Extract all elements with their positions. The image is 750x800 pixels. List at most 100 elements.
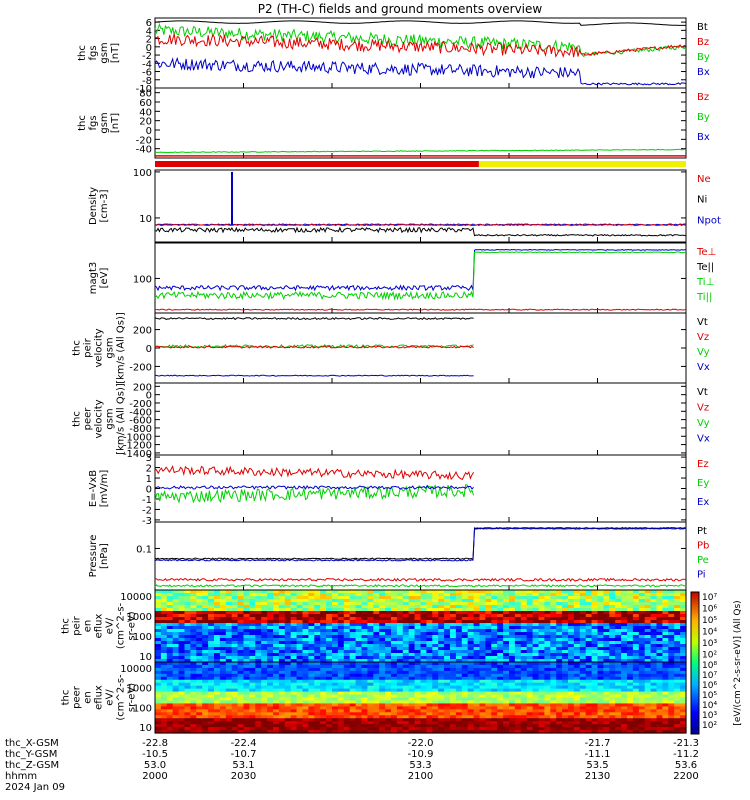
ylabel-ion_spec-6: sr-eV)	[127, 611, 138, 640]
ytick-label-ve-8: -1400	[123, 449, 152, 460]
ytick-label-ve-5: -800	[129, 424, 152, 435]
legend-vi-1: Vz	[697, 332, 709, 343]
legend-fgs_dsl-2: Bx	[697, 132, 710, 143]
ylabel-ve-0: thc	[72, 411, 83, 427]
series-fgs-by	[154, 22, 687, 58]
panel-density: Density [cm-3] 100 10 Ne Ni Npot	[88, 168, 721, 243]
ylabel-ion_spec-5: (cm^2-s-	[116, 602, 127, 649]
legend-efield-2: Ex	[697, 497, 709, 508]
legend-pressure-1: Pb	[697, 541, 709, 552]
ytick-label-ve-6: -1000	[123, 432, 152, 443]
orbit-row-3-val-3: 2130	[585, 771, 610, 782]
series-density-ni	[154, 226, 687, 237]
orbit-row-0-val-4: -21.3	[673, 738, 699, 749]
ylabel-ele_spec-2: en	[83, 691, 94, 704]
ylabel-fgs_dsl-1: fgs	[88, 115, 99, 130]
ylabel-fgs-3: [nT]	[110, 43, 121, 63]
orbit-axis: thc_X-GSM -22.8 -22.4 -22.0 -21.7 -21.3 thc_Y-…	[5, 738, 699, 793]
series-fgs-bt	[154, 20, 686, 26]
colorbar: 10⁷10⁶10⁵10⁴10³10²10⁸10⁷10⁶10⁵10⁴10³10²[…	[690, 591, 743, 735]
legend-vi-2: Vy	[697, 347, 710, 358]
panel-ele_spec: thc peer en eflux eV/(cm^2-s-sr-eV) 10000 1000…	[61, 661, 687, 734]
orbit-row-0-val-1: -22.4	[231, 738, 257, 749]
ytick-label-fgs-2: 2	[146, 35, 152, 46]
ylabel-pressure-0: Pressure	[88, 535, 99, 578]
ytick-label-ve-7: -1200	[123, 441, 152, 452]
ytick-label-ele_spec-3: 10	[139, 723, 152, 734]
panel-frame-ve	[154, 382, 687, 456]
legend-temp-0: Te⊥	[696, 247, 716, 258]
colorbar-ele-tick-4: 10⁴	[702, 701, 717, 711]
series-temp-teperp	[155, 308, 686, 311]
legend-temp-1: Te||	[696, 262, 714, 273]
ylabel-ele_spec-4: eV/	[105, 689, 116, 706]
series-temp-tiperp	[154, 251, 687, 301]
orbit-row-3-val-2: 2100	[408, 771, 433, 782]
orbit-row-label-3: hhmm	[5, 771, 37, 782]
colorbar-ion-tick-2: 10⁵	[702, 616, 717, 626]
legend-ve-3: Vx	[697, 434, 710, 445]
orbit-row-2-val-3: 53.5	[586, 760, 608, 771]
ylabel-ele_spec-0: thc	[61, 690, 72, 706]
ion-spectrogram	[155, 590, 687, 663]
ylabel-ele_spec-5: (cm^2-s-	[116, 674, 127, 721]
ylabel-ele_spec-6: sr-eV)	[127, 683, 138, 712]
ytick-label-ele_spec-2: 100	[133, 703, 152, 714]
colorbar-ion-tick-1: 10⁶	[702, 605, 717, 615]
date-label: 2024 Jan 09	[5, 782, 65, 793]
ylabel-vi-2: velocity	[94, 328, 105, 367]
legend-density-1: Ni	[697, 195, 707, 206]
legend-fgs-3: Bx	[697, 67, 710, 78]
ylabel-ion_spec-0: thc	[61, 618, 72, 634]
ylabel-vi-4: [km/s (All Qs)]	[116, 312, 127, 384]
colorbar-ion-tick-5: 10²	[702, 651, 717, 661]
legend-temp-3: Ti||	[696, 292, 712, 303]
colorbar-ele-tick-0: 10⁸	[702, 661, 717, 671]
legend-density-2: Npot	[697, 215, 721, 226]
colorbar-scale	[690, 591, 700, 735]
mode-bar-fast	[155, 161, 479, 167]
ylabel-fgs-0: thc	[77, 45, 88, 61]
colorbar-ele-tick-6: 10²	[702, 721, 717, 731]
orbit-row-3-val-4: 2200	[673, 771, 698, 782]
orbit-row-label-2: thc_Z-GSM	[5, 760, 59, 771]
ytick-label-fgs-6: -6	[142, 68, 152, 79]
orbit-row-label-1: thc_Y-GSM	[5, 749, 57, 760]
ytick-label-density-0: 100	[133, 168, 152, 179]
colorbar-ion-tick-4: 10³	[702, 639, 717, 649]
ytick-label-fgs_dsl-3: 20	[139, 117, 152, 128]
series-pressure-pt	[154, 527, 687, 560]
ylabel-efield-0: E=-VxB	[88, 470, 99, 507]
series-vi-vx	[154, 374, 474, 377]
legend-fgs-2: By	[697, 52, 710, 63]
colorbar-ion-tick-3: 10⁴	[702, 628, 717, 638]
ytick-label-fgs_dsl-5: -20	[136, 135, 152, 146]
ylabel-fgs-2: gsm	[99, 42, 110, 63]
legend-pressure-3: Pi	[697, 570, 706, 581]
legend-vi-3: Vx	[697, 362, 710, 373]
orbit-row-1-val-3: -11.1	[585, 749, 611, 760]
ytick-label-fgs-4: -2	[142, 51, 152, 62]
electron-spectrogram	[155, 662, 687, 734]
figure-title: P2 (TH-C) fields and ground moments over…	[258, 2, 543, 16]
orbit-row-2-val-1: 53.1	[232, 760, 254, 771]
orbit-row-0-val-2: -22.0	[408, 738, 434, 749]
ylabel-ion_spec-1: peir	[72, 615, 83, 635]
legend-efield-0: Ez	[697, 459, 709, 470]
ytick-label-efield-5: -2	[142, 505, 152, 516]
ytick-label-fgs_dsl-2: 40	[139, 107, 152, 118]
ylabel-fgs-1: fgs	[88, 45, 99, 60]
colorbar-ele-tick-2: 10⁶	[702, 681, 717, 691]
ytick-label-fgs-8: -10	[136, 84, 152, 95]
ytick-label-ve-3: -400	[129, 407, 152, 418]
ylabel-ve-2: velocity	[94, 399, 105, 438]
ytick-label-efield-0: 3	[146, 453, 152, 464]
legend-efield-1: Ey	[697, 478, 709, 489]
ytick-label-fgs_dsl-1: 60	[139, 98, 152, 109]
panel-frame-vi	[154, 312, 687, 384]
series-dsl-by	[154, 148, 687, 154]
panel-pressure: Pressure [nPa] 0.1 Pt Pb Pe Pi	[88, 521, 709, 591]
